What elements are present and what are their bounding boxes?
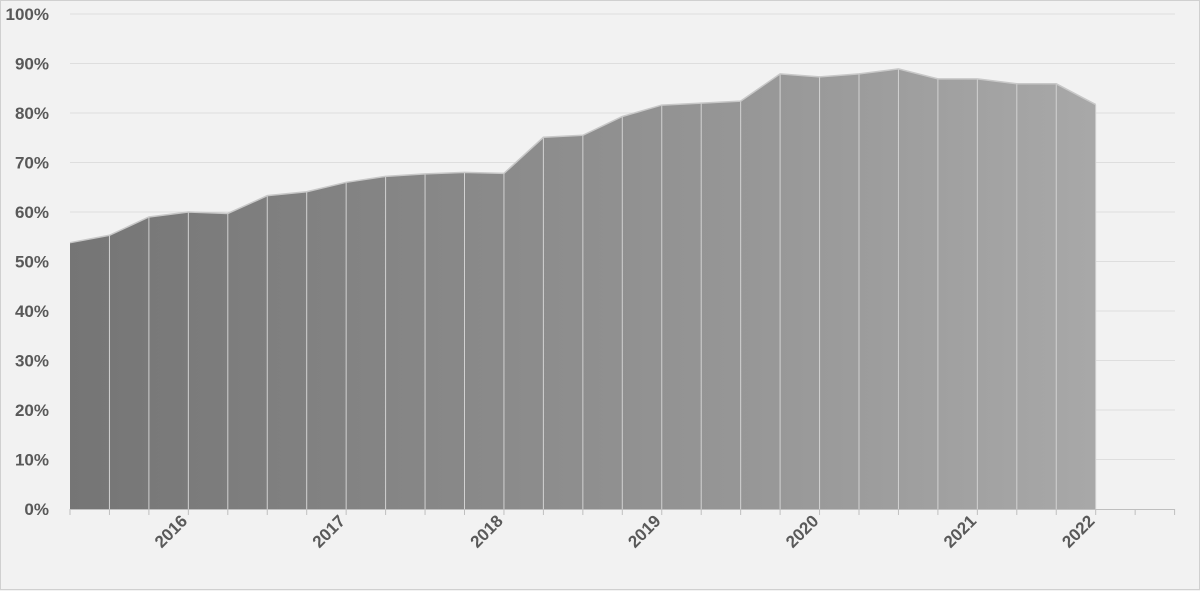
x-tick-label: 2016: [151, 511, 191, 551]
x-tick-label: 2017: [309, 511, 349, 551]
x-tick-label: 2018: [467, 511, 507, 551]
y-tick-label: 60%: [15, 203, 49, 222]
y-tick-label: 70%: [15, 154, 49, 173]
y-tick-label: 40%: [15, 302, 49, 321]
y-tick-label: 50%: [15, 253, 49, 272]
y-tick-label: 90%: [15, 55, 49, 74]
x-tick-label: 2019: [624, 511, 664, 551]
x-axis-labels: 2016 2017 2018 2019 2020 2021 2022: [151, 511, 1099, 551]
axes: [69, 509, 1176, 515]
y-tick-label: 100%: [6, 5, 49, 24]
y-tick-label: 10%: [15, 451, 49, 470]
area-outline: [69, 68, 1097, 244]
y-tick-label: 0%: [24, 500, 49, 519]
y-tick-label: 20%: [15, 401, 49, 420]
x-tick-label: 2021: [940, 511, 980, 551]
series-area: [69, 68, 1097, 509]
x-tick-label: 2022: [1058, 511, 1098, 551]
y-axis-labels: 0% 10% 20% 30% 40% 50% 60% 70% 80% 90% 100%: [6, 5, 49, 519]
x-tick-label: 2020: [782, 511, 822, 551]
y-tick-label: 80%: [15, 104, 49, 123]
y-tick-label: 30%: [15, 352, 49, 371]
